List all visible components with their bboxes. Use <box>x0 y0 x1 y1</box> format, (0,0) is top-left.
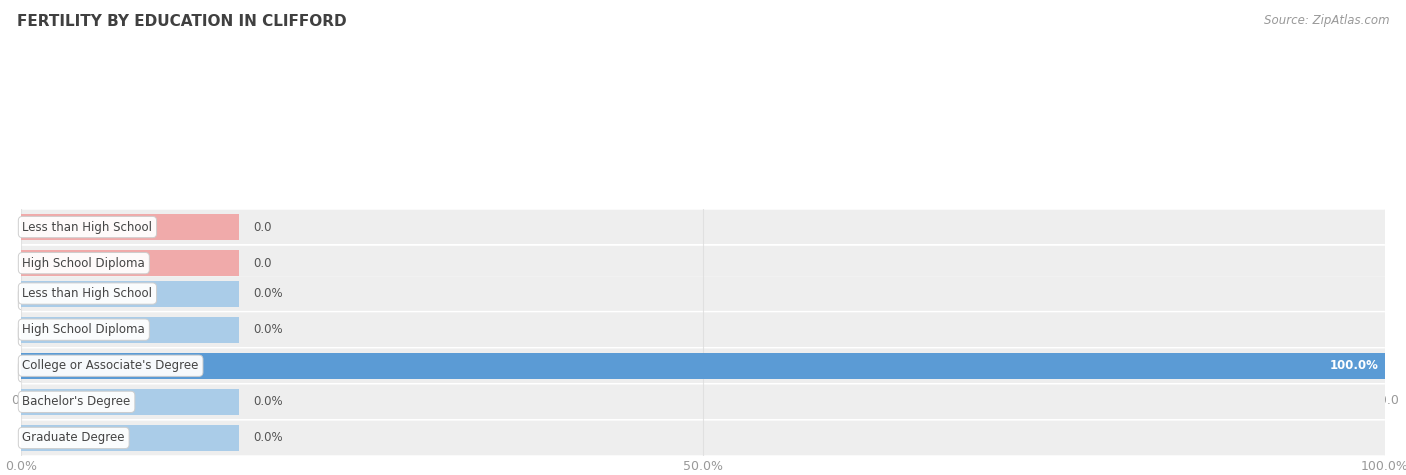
Text: 0.0: 0.0 <box>253 365 271 378</box>
Text: 0.0%: 0.0% <box>253 323 283 336</box>
FancyBboxPatch shape <box>21 210 1385 244</box>
Bar <box>21 419 1385 421</box>
Bar <box>21 244 1385 246</box>
Bar <box>21 286 1146 312</box>
Text: 0.0%: 0.0% <box>253 431 283 445</box>
FancyBboxPatch shape <box>21 385 1385 419</box>
Bar <box>21 389 239 415</box>
Bar <box>21 311 1385 313</box>
FancyBboxPatch shape <box>21 349 1385 383</box>
Text: 0.0%: 0.0% <box>253 287 283 300</box>
Bar <box>21 317 239 342</box>
Bar <box>21 383 1385 385</box>
Text: 33.0: 33.0 <box>1111 293 1139 306</box>
Bar <box>21 352 1385 354</box>
Bar <box>21 323 239 348</box>
Bar <box>21 281 239 306</box>
Text: Source: ZipAtlas.com: Source: ZipAtlas.com <box>1264 14 1389 27</box>
FancyBboxPatch shape <box>21 276 1385 311</box>
Text: 0.0: 0.0 <box>253 256 271 270</box>
Text: High School Diploma: High School Diploma <box>22 256 145 270</box>
FancyBboxPatch shape <box>21 354 1385 389</box>
FancyBboxPatch shape <box>21 421 1385 455</box>
FancyBboxPatch shape <box>21 282 1385 316</box>
Bar <box>21 316 1385 318</box>
Bar <box>21 347 1385 349</box>
Text: Less than High School: Less than High School <box>22 220 152 234</box>
Text: High School Diploma: High School Diploma <box>22 323 145 336</box>
Text: 100.0%: 100.0% <box>1329 359 1378 372</box>
Text: Graduate Degree: Graduate Degree <box>22 365 125 378</box>
Bar <box>21 280 1385 282</box>
Bar <box>21 214 239 240</box>
Bar <box>21 359 239 384</box>
Text: 0.0: 0.0 <box>253 329 271 342</box>
Bar <box>21 353 1385 379</box>
Text: Less than High School: Less than High School <box>22 287 152 300</box>
Text: 0.0: 0.0 <box>253 220 271 234</box>
Bar <box>21 425 239 451</box>
Text: College or Associate's Degree: College or Associate's Degree <box>22 359 198 372</box>
Text: College or Associate's Degree: College or Associate's Degree <box>22 293 198 306</box>
Text: Graduate Degree: Graduate Degree <box>22 431 125 445</box>
Text: Bachelor's Degree: Bachelor's Degree <box>22 395 131 408</box>
Text: 0.0%: 0.0% <box>253 395 283 408</box>
FancyBboxPatch shape <box>21 318 1385 352</box>
Text: FERTILITY BY EDUCATION IN CLIFFORD: FERTILITY BY EDUCATION IN CLIFFORD <box>17 14 346 29</box>
FancyBboxPatch shape <box>21 313 1385 347</box>
Text: Bachelor's Degree: Bachelor's Degree <box>22 329 131 342</box>
FancyBboxPatch shape <box>21 246 1385 280</box>
Bar <box>21 250 239 276</box>
